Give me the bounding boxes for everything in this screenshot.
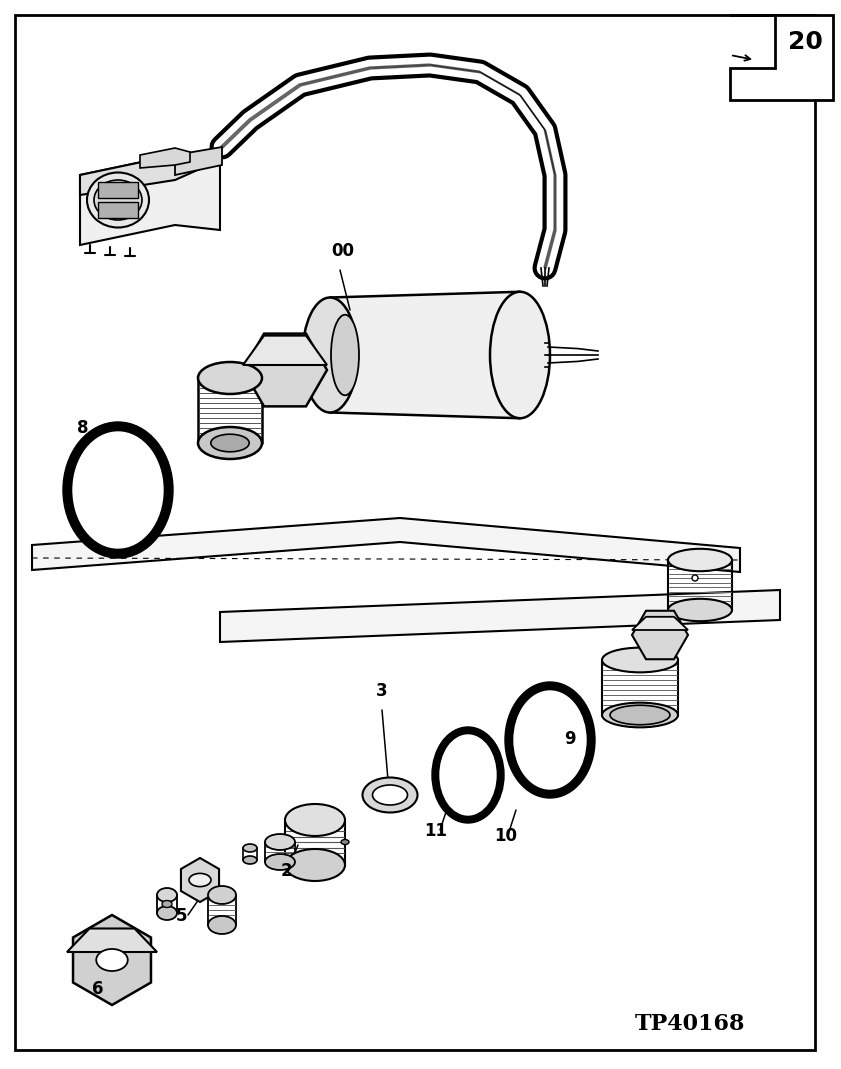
Ellipse shape — [440, 735, 496, 815]
Ellipse shape — [189, 873, 211, 886]
Ellipse shape — [602, 648, 678, 672]
Ellipse shape — [341, 839, 349, 845]
Text: 6: 6 — [93, 980, 103, 998]
Polygon shape — [80, 155, 220, 195]
Text: 8: 8 — [77, 419, 89, 437]
Ellipse shape — [63, 422, 173, 558]
Ellipse shape — [490, 292, 550, 418]
Text: 5: 5 — [177, 907, 188, 925]
Polygon shape — [80, 155, 220, 245]
Polygon shape — [73, 915, 151, 1005]
Ellipse shape — [208, 886, 236, 904]
Polygon shape — [632, 610, 688, 660]
Ellipse shape — [157, 907, 177, 920]
Ellipse shape — [668, 548, 732, 571]
Ellipse shape — [602, 702, 678, 727]
Ellipse shape — [211, 434, 249, 452]
Polygon shape — [98, 202, 138, 218]
Ellipse shape — [285, 804, 345, 836]
Ellipse shape — [243, 845, 257, 852]
Ellipse shape — [265, 854, 295, 870]
Polygon shape — [32, 518, 740, 572]
Text: 11: 11 — [425, 822, 447, 840]
Ellipse shape — [96, 949, 128, 971]
Ellipse shape — [285, 849, 345, 881]
Ellipse shape — [610, 706, 670, 725]
Text: 9: 9 — [564, 730, 576, 748]
Ellipse shape — [373, 785, 408, 805]
Ellipse shape — [432, 727, 504, 823]
Text: 20: 20 — [787, 30, 822, 55]
Ellipse shape — [692, 575, 698, 580]
Ellipse shape — [514, 691, 586, 789]
Ellipse shape — [73, 432, 163, 548]
Ellipse shape — [94, 180, 142, 220]
Ellipse shape — [198, 427, 262, 459]
Ellipse shape — [157, 888, 177, 902]
Ellipse shape — [243, 856, 257, 864]
Ellipse shape — [362, 777, 417, 812]
Polygon shape — [243, 336, 327, 365]
Ellipse shape — [198, 362, 262, 394]
Ellipse shape — [668, 599, 732, 621]
Polygon shape — [730, 15, 833, 100]
Text: TP40168: TP40168 — [635, 1013, 745, 1035]
Polygon shape — [220, 590, 780, 642]
Text: 3: 3 — [376, 682, 388, 700]
Text: 2: 2 — [280, 862, 292, 880]
Ellipse shape — [87, 172, 149, 228]
Ellipse shape — [162, 900, 172, 908]
Ellipse shape — [265, 834, 295, 850]
Ellipse shape — [303, 297, 357, 413]
Polygon shape — [67, 929, 157, 952]
Ellipse shape — [331, 314, 359, 396]
Polygon shape — [175, 148, 222, 175]
Polygon shape — [98, 182, 138, 198]
Text: 00: 00 — [331, 242, 355, 260]
Polygon shape — [632, 617, 688, 630]
Polygon shape — [140, 148, 190, 168]
Text: 10: 10 — [495, 827, 517, 845]
Polygon shape — [330, 292, 520, 418]
Polygon shape — [243, 334, 327, 406]
Polygon shape — [181, 858, 219, 902]
Ellipse shape — [505, 682, 595, 797]
Ellipse shape — [208, 916, 236, 934]
